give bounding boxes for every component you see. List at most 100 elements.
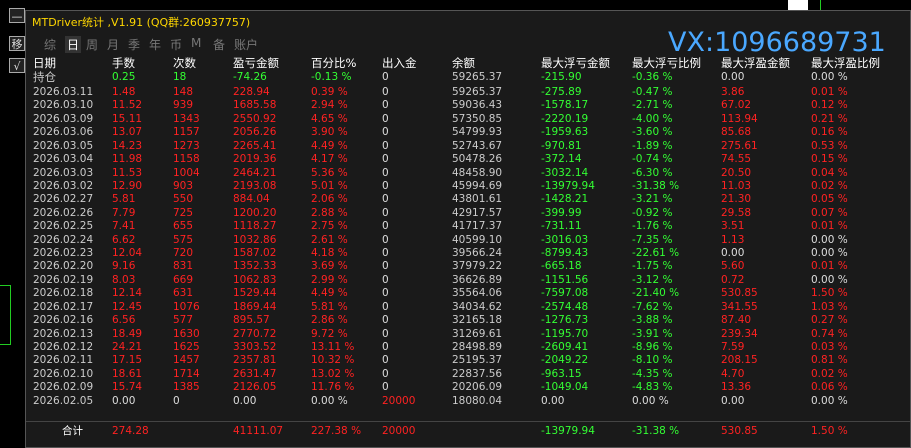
tab[interactable]: 备 bbox=[213, 38, 226, 52]
tab[interactable]: 日 bbox=[65, 36, 82, 53]
cell: 0.01 % bbox=[811, 260, 848, 273]
cell: 0 bbox=[173, 394, 180, 407]
cell: 2056.26 bbox=[233, 126, 277, 139]
cell: 0.00 bbox=[721, 71, 745, 83]
cell: 59265.37 bbox=[452, 86, 503, 98]
cell: -3016.03 bbox=[541, 233, 589, 246]
cell: 0.01 % bbox=[811, 220, 848, 233]
cell: 884.04 bbox=[233, 193, 270, 206]
cell: 1076 bbox=[173, 300, 200, 313]
row-date: 2026.02.11 bbox=[33, 354, 94, 367]
cell: 530.85 bbox=[721, 287, 758, 300]
cell: 6.56 bbox=[112, 314, 136, 327]
cell: 52743.67 bbox=[452, 139, 503, 152]
cell: -1276.73 bbox=[541, 314, 589, 327]
total-cell: -13979.94 bbox=[541, 425, 595, 437]
tab[interactable]: 季 bbox=[128, 38, 141, 52]
tab[interactable]: M bbox=[191, 36, 202, 50]
side-button[interactable]: 移 bbox=[9, 36, 25, 51]
side-button[interactable]: — bbox=[9, 8, 25, 23]
cell: 113.94 bbox=[721, 112, 758, 125]
cell: 0.00 bbox=[721, 247, 745, 260]
cell: 18 bbox=[173, 71, 187, 83]
cell: 1869.44 bbox=[233, 300, 277, 313]
row-date: 2026.02.20 bbox=[33, 260, 94, 273]
cell: 3303.52 bbox=[233, 340, 277, 353]
tab[interactable]: 综 bbox=[44, 38, 57, 52]
cell: 725 bbox=[173, 206, 194, 219]
cell: 2464.21 bbox=[233, 166, 277, 179]
cell: 2550.92 bbox=[233, 112, 277, 125]
cell: 0 bbox=[382, 233, 389, 246]
cell: -4.83 % bbox=[632, 381, 673, 394]
cell: 4.70 bbox=[721, 367, 745, 380]
cell: 0 bbox=[382, 193, 389, 206]
cell: 1352.33 bbox=[233, 260, 277, 273]
cell: 0 bbox=[382, 166, 389, 179]
cell: 21.30 bbox=[721, 193, 752, 206]
tab[interactable]: 周 bbox=[86, 38, 99, 52]
cell: 67.02 bbox=[721, 99, 752, 112]
title: MTDriver统计 ,V1.91 (QQ群:260937757) bbox=[32, 16, 251, 29]
row-date: 2026.03.02 bbox=[33, 179, 94, 192]
row-date: 2026.02.09 bbox=[33, 381, 94, 394]
cell: 4.65 % bbox=[311, 112, 348, 125]
cell: 1587.02 bbox=[233, 247, 277, 260]
cell: 1158 bbox=[173, 153, 200, 166]
cell: 2.88 % bbox=[311, 206, 348, 219]
cell: 6.62 bbox=[112, 233, 136, 246]
tab[interactable]: 账户 bbox=[234, 38, 259, 52]
row-date: 持仓 bbox=[33, 70, 56, 84]
cell: 5.01 % bbox=[311, 179, 348, 192]
cell: 0.27 % bbox=[811, 314, 848, 327]
tab[interactable]: 月 bbox=[107, 38, 120, 52]
cell: 12.14 bbox=[112, 287, 143, 300]
cell: 0 bbox=[382, 126, 389, 139]
row-date: 2026.03.03 bbox=[33, 166, 94, 179]
row-date: 2026.03.10 bbox=[33, 99, 94, 112]
cell: -731.11 bbox=[541, 220, 582, 233]
cell: 14.23 bbox=[112, 139, 143, 152]
tab[interactable]: 币 bbox=[170, 38, 183, 52]
side-button[interactable]: √ bbox=[9, 58, 25, 73]
cell: 0.00 bbox=[112, 394, 136, 407]
divider bbox=[26, 421, 910, 422]
cell: -399.99 bbox=[541, 206, 582, 219]
cell: 0 bbox=[382, 71, 389, 83]
cell: -3.12 % bbox=[632, 273, 673, 286]
cell: 1625 bbox=[173, 340, 200, 353]
cell: 1385 bbox=[173, 381, 200, 394]
cell: -8.10 % bbox=[632, 354, 673, 367]
cell: 0.04 % bbox=[811, 166, 848, 179]
cell: 37979.22 bbox=[452, 260, 503, 273]
cell: -21.40 % bbox=[632, 287, 680, 300]
cell: 0 bbox=[382, 314, 389, 327]
cell: 0 bbox=[382, 260, 389, 273]
cell: 3.51 bbox=[721, 220, 745, 233]
tab[interactable]: 年 bbox=[149, 38, 162, 52]
cell: 5.81 % bbox=[311, 300, 348, 313]
cell: 0 bbox=[382, 273, 389, 286]
cell: 42917.57 bbox=[452, 206, 503, 219]
cell: 18080.04 bbox=[452, 394, 503, 407]
cell: 13.07 bbox=[112, 126, 143, 139]
cell: 8.03 bbox=[112, 273, 136, 286]
column-header: 手数 bbox=[112, 56, 135, 70]
cell: 12.04 bbox=[112, 247, 143, 260]
cell: 2.06 % bbox=[311, 193, 348, 206]
cell: 10.32 % bbox=[311, 354, 355, 367]
cell: 0.00 % bbox=[811, 233, 848, 246]
cell: 0 bbox=[382, 367, 389, 380]
cell: 895.57 bbox=[233, 314, 270, 327]
cell: 20206.09 bbox=[452, 381, 503, 394]
cell: -74.26 bbox=[233, 71, 267, 83]
cell: -22.61 % bbox=[632, 247, 680, 260]
row-date: 2026.02.26 bbox=[33, 206, 94, 219]
stats-panel bbox=[25, 10, 911, 448]
cell: 24.21 bbox=[112, 340, 143, 353]
cell: 13.36 bbox=[721, 381, 752, 394]
cell: 669 bbox=[173, 273, 194, 286]
column-header: 余额 bbox=[452, 56, 475, 70]
cell: 4.49 % bbox=[311, 287, 348, 300]
cell: -1049.04 bbox=[541, 381, 589, 394]
